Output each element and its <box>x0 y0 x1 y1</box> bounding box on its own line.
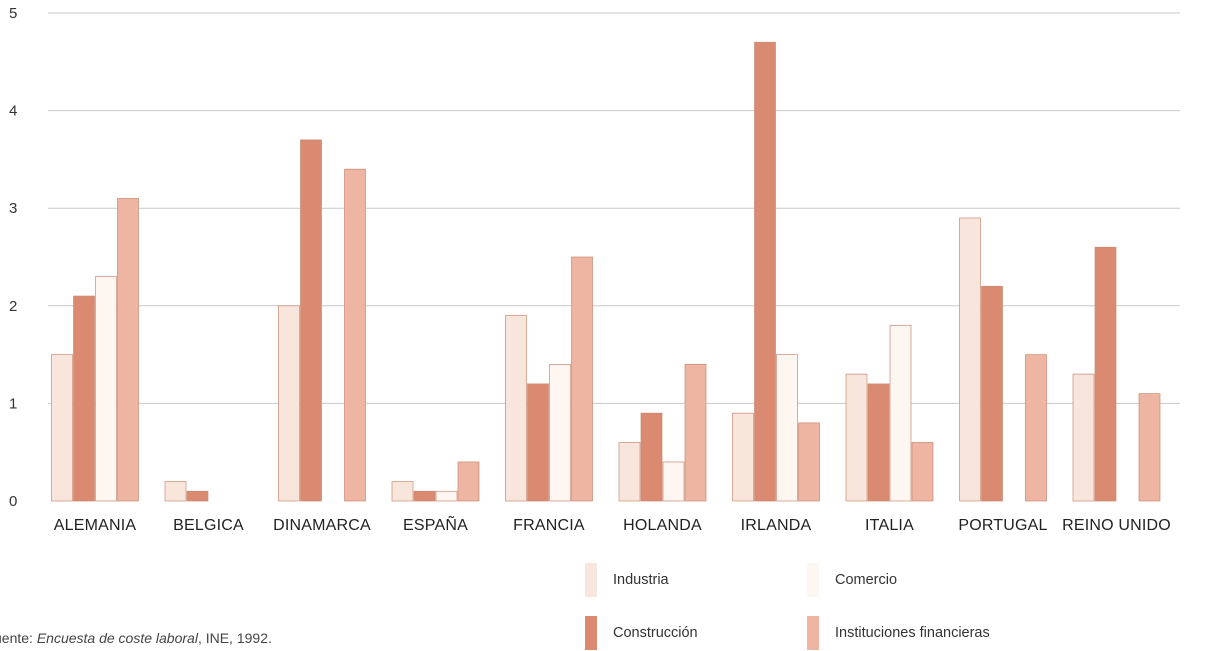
legend-label-comercio: Comercio <box>835 572 898 588</box>
legend-swatch-instituciones <box>807 616 819 650</box>
x-tick-label: BELGICA <box>173 517 244 534</box>
bar <box>618 442 641 502</box>
legend: Industria Comercio Construcción Instituc… <box>585 560 1145 651</box>
bar-chart: 0 1 2 3 4 5 ALEMANIA BELGICA DINAMARCA ESPAÑA FRA… <box>9 5 1180 534</box>
y-tick-label: 2 <box>9 298 17 315</box>
bar <box>732 412 754 502</box>
bar <box>117 198 139 502</box>
source-prefix: uente: <box>0 630 33 646</box>
bar <box>51 354 73 502</box>
legend-item-industria: Industria <box>585 563 669 597</box>
y-tick-label: 4 <box>9 103 17 120</box>
bar <box>1094 246 1117 502</box>
legend-item-construccion: Construcción <box>585 616 698 650</box>
legend-label-construccion: Construcción <box>613 625 698 641</box>
x-tick-label: ALEMANIA <box>54 517 137 534</box>
bar <box>776 354 798 502</box>
bar <box>164 481 187 502</box>
bar <box>278 305 300 502</box>
bar <box>1072 373 1095 502</box>
x-tick-label: DINAMARCA <box>273 517 371 534</box>
x-tick-label: IRLANDA <box>741 517 812 534</box>
bar <box>684 364 707 502</box>
source-title: Encuesta de coste laboral <box>36 630 198 646</box>
bar <box>640 412 663 502</box>
legend-swatch-industria <box>585 563 597 597</box>
source-suffix: , INE, 1992. <box>197 630 272 646</box>
bar <box>73 295 95 502</box>
bar <box>344 168 366 502</box>
legend-label-instituciones: Instituciones financieras <box>835 625 990 641</box>
x-axis: ALEMANIA BELGICA DINAMARCA ESPAÑA FRANCIA HOL… <box>54 514 1171 534</box>
bar <box>457 461 480 502</box>
bar <box>549 364 571 502</box>
bar <box>845 373 868 502</box>
y-tick-label: 5 <box>9 5 17 22</box>
gridlines <box>48 12 1180 404</box>
bars <box>51 41 1161 502</box>
bar <box>959 217 981 502</box>
bar <box>571 256 593 502</box>
bar <box>505 315 527 502</box>
x-tick-label: ESPAÑA <box>403 514 468 534</box>
bar <box>95 276 117 502</box>
bar <box>889 324 912 502</box>
source-note: uente: Encuesta de coste laboral, INE, 1… <box>0 630 272 646</box>
legend-item-instituciones: Instituciones financieras <box>807 616 990 650</box>
bar <box>300 139 322 502</box>
legend-item-comercio: Comercio <box>807 563 897 597</box>
bar <box>798 422 820 502</box>
bar <box>1138 393 1161 502</box>
bar <box>1025 354 1047 502</box>
y-tick-label: 3 <box>9 200 17 217</box>
bar <box>662 461 685 502</box>
x-tick-label: PORTUGAL <box>958 517 1047 534</box>
bar <box>413 490 436 502</box>
y-tick-label: 1 <box>9 395 17 412</box>
bar <box>911 442 934 502</box>
bar <box>435 490 458 502</box>
bar <box>867 383 890 502</box>
x-tick-label: HOLANDA <box>623 517 702 534</box>
bar <box>981 285 1003 502</box>
bar <box>186 490 209 502</box>
bar <box>527 383 549 502</box>
x-tick-label: REINO UNIDO <box>1062 517 1171 534</box>
bar <box>754 41 776 502</box>
x-tick-label: ITALIA <box>865 517 914 534</box>
y-tick-label: 0 <box>9 493 17 510</box>
x-tick-label: FRANCIA <box>513 517 585 534</box>
y-axis: 0 1 2 3 4 5 <box>9 5 17 510</box>
legend-label-industria: Industria <box>613 572 669 588</box>
bar <box>391 481 414 502</box>
legend-swatch-construccion <box>585 616 597 650</box>
legend-swatch-comercio <box>807 563 819 597</box>
